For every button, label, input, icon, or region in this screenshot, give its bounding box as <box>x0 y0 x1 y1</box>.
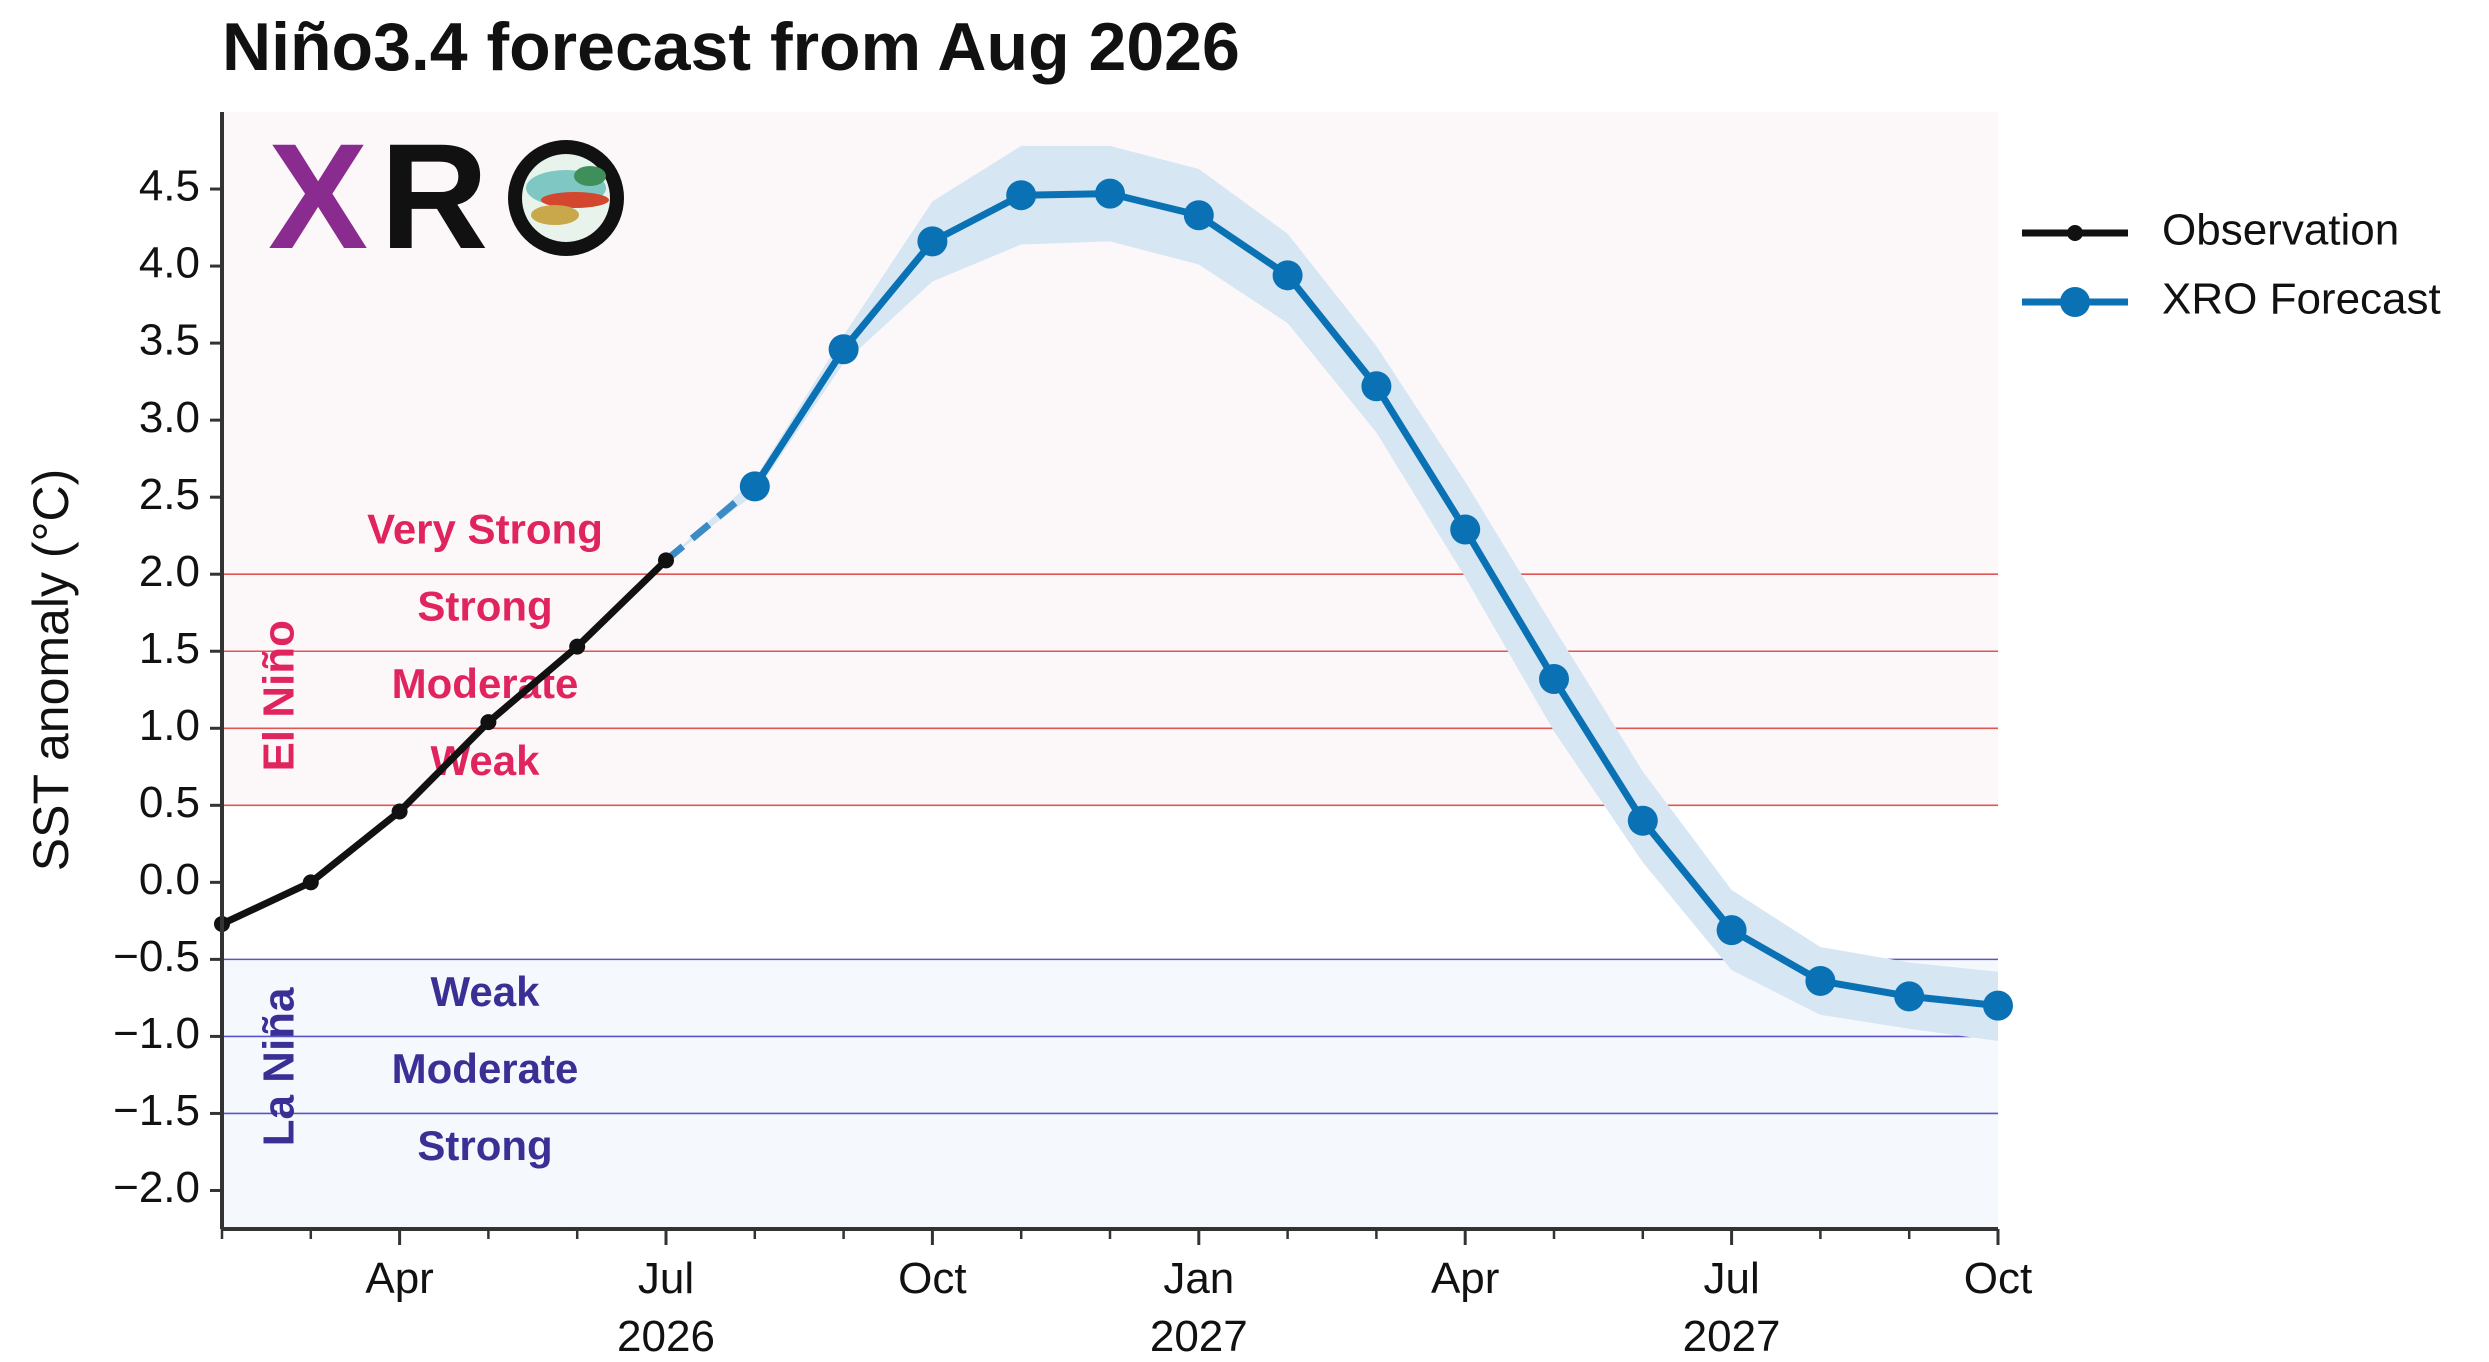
el-nino-label: El Niño <box>255 620 304 772</box>
x-tick-label: Oct <box>898 1254 966 1303</box>
observation-point <box>658 552 674 569</box>
observation-point <box>569 638 586 655</box>
x-tick-label: Apr <box>1431 1254 1499 1303</box>
y-tick-label: 3.0 <box>139 393 200 442</box>
y-tick-label: −2.0 <box>113 1163 200 1212</box>
el-nino-category-label: Strong <box>417 583 552 630</box>
forecast-point <box>917 226 948 257</box>
forecast-point <box>1983 990 2013 1021</box>
observation-point <box>391 803 408 820</box>
threshold-lines <box>222 573 1998 1115</box>
x-year-label: 2026 <box>617 1312 715 1361</box>
la-nina-category-label: Weak <box>431 968 541 1015</box>
series-lines <box>214 178 2013 1021</box>
x-year-label: 2027 <box>1150 1312 1248 1361</box>
la-nina-label: La Niña <box>255 987 304 1146</box>
forecast-point <box>1627 805 1658 836</box>
y-tick-label: 2.5 <box>139 470 200 519</box>
el-nino-category-label: Very Strong <box>367 506 603 553</box>
y-tick-label: 1.5 <box>139 624 200 673</box>
y-axis-label: SST anomaly (°C) <box>23 469 79 872</box>
x-tick-label: Jul <box>1703 1254 1759 1303</box>
y-tick-label: 0.5 <box>139 778 200 827</box>
observation-point <box>480 714 497 731</box>
la-nina-zone <box>222 959 1998 1229</box>
x-tick-label: Jul <box>638 1254 694 1303</box>
x-tick-label: Jan <box>1163 1254 1234 1303</box>
x-tick-label: Oct <box>1964 1254 2032 1303</box>
forecast-point <box>828 334 859 365</box>
legend: Observation XRO Forecast <box>2022 206 2441 324</box>
y-tick-label: −1.5 <box>113 1086 200 1135</box>
la-nina-category-label: Strong <box>417 1122 552 1169</box>
legend-label: XRO Forecast <box>2162 275 2441 324</box>
y-tick-label: −0.5 <box>113 932 200 981</box>
y-tick-label: 0.0 <box>139 855 200 904</box>
la-nina-category-label: Moderate <box>392 1045 579 1092</box>
y-tick-label: 3.5 <box>139 316 200 365</box>
forecast-point <box>1894 981 1925 1012</box>
forecast-point <box>1716 915 1747 946</box>
forecast-point <box>1539 663 1569 694</box>
legend-swatch-marker <box>2060 287 2090 317</box>
observation-line <box>220 557 669 928</box>
logo-letter-r: R <box>380 112 488 280</box>
forecast-point <box>1272 260 1303 291</box>
y-tick-label: 4.5 <box>139 162 200 211</box>
chart-title: Niño3.4 forecast from Aug 2026 <box>222 9 1240 85</box>
forecast-connector-line <box>663 483 758 564</box>
y-tick-label: 4.0 <box>139 239 200 288</box>
forecast-point <box>1183 200 1214 231</box>
logo-letter-x: X <box>268 112 368 280</box>
observation-point <box>302 874 319 891</box>
category-labels: Very StrongStrongModerateWeakWeakModerat… <box>255 506 603 1169</box>
forecast-band <box>666 145 1998 1042</box>
xro-logo: X R <box>268 112 624 280</box>
forecast-point <box>1006 180 1037 211</box>
forecast-point <box>1805 965 1836 996</box>
forecast-uncertainty <box>666 145 1998 1042</box>
globe-icon <box>508 140 624 256</box>
forecast-point <box>1361 371 1392 402</box>
forecast-point <box>739 471 770 502</box>
legend-label: Observation <box>2162 206 2399 255</box>
y-tick-label: 2.0 <box>139 547 200 596</box>
forecast-point <box>1450 514 1481 545</box>
axes: 4.5 4.0 3.5 3.0 2.5 2.0 1.5 1.0 0.5 0.0 −0.5 −1.0 −1… <box>23 112 2032 1361</box>
forecast-point <box>1095 178 1125 209</box>
legend-swatch-marker <box>2067 225 2083 241</box>
x-year-label: 2027 <box>1683 1312 1781 1361</box>
x-tick-label: Apr <box>365 1254 433 1303</box>
y-tick-label: 1.0 <box>139 701 200 750</box>
y-tick-label: −1.0 <box>113 1009 200 1058</box>
